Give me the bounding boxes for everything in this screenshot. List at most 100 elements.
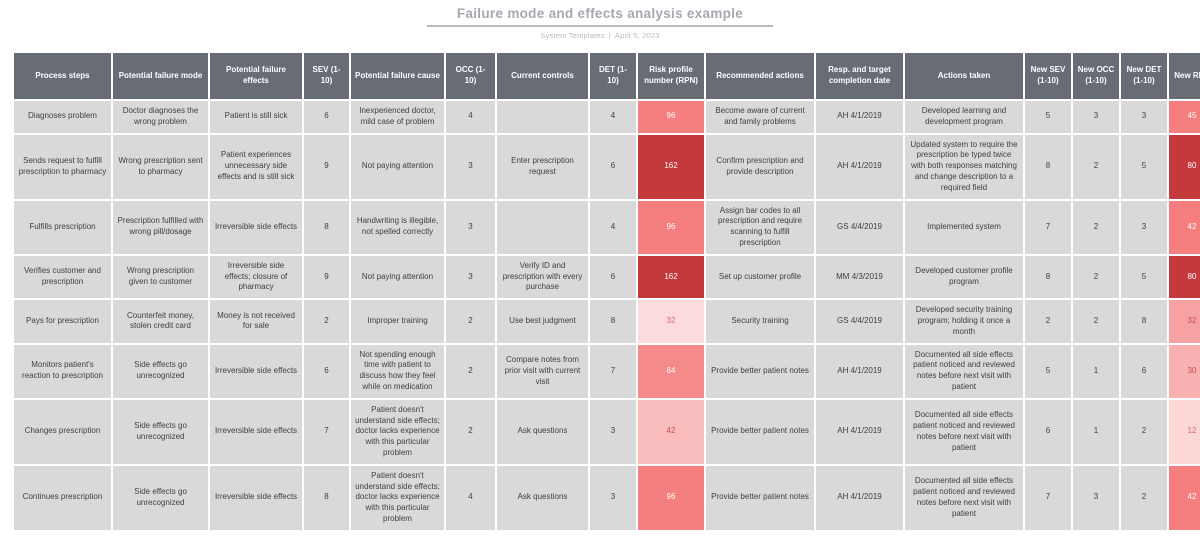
column-header: Potential failure cause [351,53,444,99]
cell-failure-effects: Money is not received for sale [210,300,302,343]
cell-resp-target-date: GS 4/4/2019 [816,300,903,343]
cell-new-occ: 2 [1073,134,1119,199]
cell-process-step: Pays for prescription [14,300,111,343]
cell-occ: 3 [446,134,495,199]
cell-recommended-actions: Assign bar codes to all prescription and… [706,200,814,254]
cell-process-step: Fulfills prescription [14,200,111,254]
cell-new-occ: 2 [1073,300,1119,343]
cell-failure-cause: Inexperienced doctor, mild case of probl… [351,101,444,133]
cell-det: 8 [590,300,636,343]
cell-current-controls [497,200,588,254]
document-header: Failure mode and effects analysis exampl… [0,0,1200,40]
cell-current-controls: Enter prescription request [497,134,588,199]
column-header: Process steps [14,53,111,99]
cell-det: 3 [590,399,636,464]
cell-actions-taken: Implemented system [905,200,1023,254]
table-row: Continues prescription Side effects go u… [14,465,1200,530]
cell-rpn: 32 [638,300,704,343]
page-subtitle: System Templates | April 5, 2023 [0,31,1200,40]
cell-det: 3 [590,465,636,530]
cell-sev: 7 [304,399,349,464]
cell-actions-taken: Documented all side effects patient noti… [905,399,1023,464]
cell-resp-target-date: MM 4/3/2019 [816,255,903,299]
cell-new-occ: 3 [1073,101,1119,133]
cell-occ: 4 [446,101,495,133]
table-row: Verifies customer and prescription Wrong… [14,255,1200,299]
column-header: Risk profile number (RPN) [638,53,704,99]
table-row: Pays for prescription Counterfeit money,… [14,300,1200,343]
cell-new-det: 5 [1121,134,1167,199]
cell-actions-taken: Developed learning and development progr… [905,101,1023,133]
cell-rpn: 96 [638,101,704,133]
cell-new-sev: 7 [1025,200,1071,254]
table-row: Fulfills prescription Prescription fulfi… [14,200,1200,254]
cell-new-occ: 1 [1073,344,1119,398]
cell-new-rpn: 42 [1169,200,1200,254]
column-header: New RPN [1169,53,1200,99]
cell-process-step: Continues prescription [14,465,111,530]
cell-occ: 2 [446,344,495,398]
table-row: Diagnoses problem Doctor diagnoses the w… [14,101,1200,133]
cell-resp-target-date: AH 4/1/2019 [816,344,903,398]
cell-failure-cause: Not spending enough time with patient to… [351,344,444,398]
cell-recommended-actions: Confirm prescription and provide descrip… [706,134,814,199]
column-header: Potential failure effects [210,53,302,99]
cell-failure-mode: Side effects go unrecognized [113,465,208,530]
cell-new-sev: 2 [1025,300,1071,343]
cell-failure-cause: Not paying attention [351,134,444,199]
cell-new-det: 2 [1121,399,1167,464]
cell-failure-mode: Wrong prescription given to customer [113,255,208,299]
cell-new-sev: 5 [1025,344,1071,398]
cell-resp-target-date: AH 4/1/2019 [816,101,903,133]
cell-failure-cause: Handwriting is illegible, not spelled co… [351,200,444,254]
cell-failure-effects: Patient experiences unnecessary side eff… [210,134,302,199]
cell-sev: 9 [304,134,349,199]
cell-new-rpn: 30 [1169,344,1200,398]
cell-resp-target-date: AH 4/1/2019 [816,465,903,530]
cell-failure-mode: Wrong prescription sent to pharmacy [113,134,208,199]
cell-failure-mode: Side effects go unrecognized [113,399,208,464]
cell-new-rpn: 45 [1169,101,1200,133]
column-header: Potential failure mode [113,53,208,99]
cell-new-occ: 3 [1073,465,1119,530]
cell-actions-taken: Documented all side effects patient noti… [905,344,1023,398]
cell-new-det: 5 [1121,255,1167,299]
column-header: DET (1-10) [590,53,636,99]
column-header: New DET (1-10) [1121,53,1167,99]
cell-recommended-actions: Become aware of current and family probl… [706,101,814,133]
cell-occ: 3 [446,200,495,254]
cell-det: 7 [590,344,636,398]
cell-sev: 8 [304,200,349,254]
cell-failure-effects: Irreversible side effects; closure of ph… [210,255,302,299]
cell-new-det: 3 [1121,200,1167,254]
cell-current-controls [497,101,588,133]
cell-occ: 2 [446,300,495,343]
cell-recommended-actions: Set up customer profile [706,255,814,299]
cell-process-step: Verifies customer and prescription [14,255,111,299]
page-title: Failure mode and effects analysis exampl… [426,6,774,27]
subtitle-separator: | [608,31,611,40]
cell-occ: 4 [446,465,495,530]
cell-current-controls: Ask questions [497,399,588,464]
cell-failure-effects: Irreversible side effects [210,200,302,254]
cell-new-sev: 6 [1025,399,1071,464]
cell-current-controls: Ask questions [497,465,588,530]
cell-actions-taken: Developed security training program; hol… [905,300,1023,343]
cell-process-step: Changes prescription [14,399,111,464]
cell-recommended-actions: Provide better patient notes [706,399,814,464]
cell-failure-cause: Patient doesn't understand side effects;… [351,399,444,464]
cell-recommended-actions: Security training [706,300,814,343]
cell-occ: 3 [446,255,495,299]
cell-new-occ: 2 [1073,200,1119,254]
cell-new-det: 2 [1121,465,1167,530]
cell-actions-taken: Updated system to require the prescripti… [905,134,1023,199]
cell-occ: 2 [446,399,495,464]
cell-new-sev: 8 [1025,255,1071,299]
cell-failure-effects: Irreversible side effects [210,344,302,398]
column-header: Resp. and target completion date [816,53,903,99]
cell-new-rpn: 12 [1169,399,1200,464]
cell-resp-target-date: AH 4/1/2019 [816,134,903,199]
table-row: Sends request to fulfill prescription to… [14,134,1200,199]
cell-failure-cause: Not paying attention [351,255,444,299]
cell-new-occ: 1 [1073,399,1119,464]
